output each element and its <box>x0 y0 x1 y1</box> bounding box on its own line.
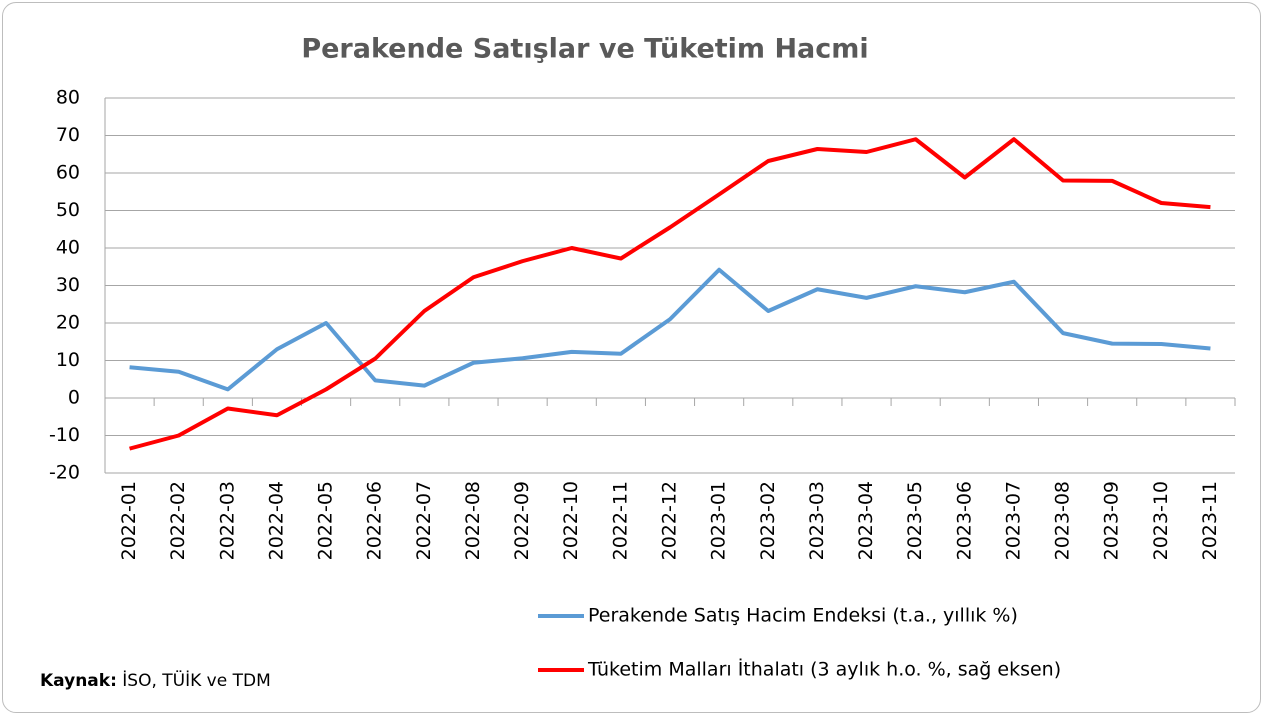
chart-title: Perakende Satışlar ve Tüketim Hacmi <box>301 34 868 65</box>
x-tick-label: 2023-10 <box>1150 481 1172 560</box>
y-tick-label: 0 <box>68 387 80 409</box>
x-tick-label: 2023-01 <box>708 481 730 560</box>
x-tick-label: 2022-11 <box>609 481 631 560</box>
x-tick-label: 2022-02 <box>167 481 189 560</box>
x-tick-label: 2022-10 <box>560 481 582 560</box>
y-tick-label: -10 <box>49 424 80 446</box>
x-tick-label: 2022-06 <box>364 481 386 560</box>
x-tick-label: 2023-02 <box>757 481 779 560</box>
x-tick-label: 2022-09 <box>511 481 533 560</box>
source: Kaynak: İSO, TÜİK ve TDM <box>40 669 271 691</box>
x-tick-label: 2022-04 <box>265 481 287 560</box>
x-tick-label: 2022-01 <box>118 481 140 560</box>
x-tick-label: 2023-03 <box>806 481 828 560</box>
y-tick-label: 60 <box>56 162 80 184</box>
x-tick-label: 2022-08 <box>462 481 484 560</box>
x-tick-label: 2023-08 <box>1052 481 1074 560</box>
y-tick-label: 80 <box>56 87 80 109</box>
x-tick-label: 2022-12 <box>659 481 681 560</box>
x-tick-label: 2023-07 <box>1002 481 1024 560</box>
y-tick-label: 40 <box>56 237 80 259</box>
y-tick-label: 20 <box>56 312 80 334</box>
source-label: Kaynak: <box>40 671 117 691</box>
x-tick-label: 2023-09 <box>1101 481 1123 560</box>
legend-label: Tüketim Malları İthalatı (3 aylık h.o. %… <box>587 658 1061 681</box>
x-tick-label: 2022-07 <box>413 481 435 560</box>
x-tick-label: 2022-05 <box>315 481 337 560</box>
y-tick-label: -20 <box>49 462 80 484</box>
x-tick-label: 2023-06 <box>953 481 975 560</box>
series-line <box>129 267 1211 392</box>
legend-label: Perakende Satış Hacim Endeksi (t.a., yıl… <box>588 605 1018 627</box>
series-line <box>129 137 1211 451</box>
x-tick-label: 2023-04 <box>855 481 877 560</box>
y-tick-label: 70 <box>56 124 80 146</box>
y-tick-label: 10 <box>56 349 80 371</box>
y-tick-label: 50 <box>56 199 80 221</box>
x-tick-label: 2023-11 <box>1199 481 1221 560</box>
x-tick-label: 2022-03 <box>216 481 238 560</box>
x-tick-label: 2023-05 <box>904 481 926 560</box>
y-tick-label: 30 <box>56 274 80 296</box>
source-text: İSO, TÜİK ve TDM <box>122 669 270 691</box>
